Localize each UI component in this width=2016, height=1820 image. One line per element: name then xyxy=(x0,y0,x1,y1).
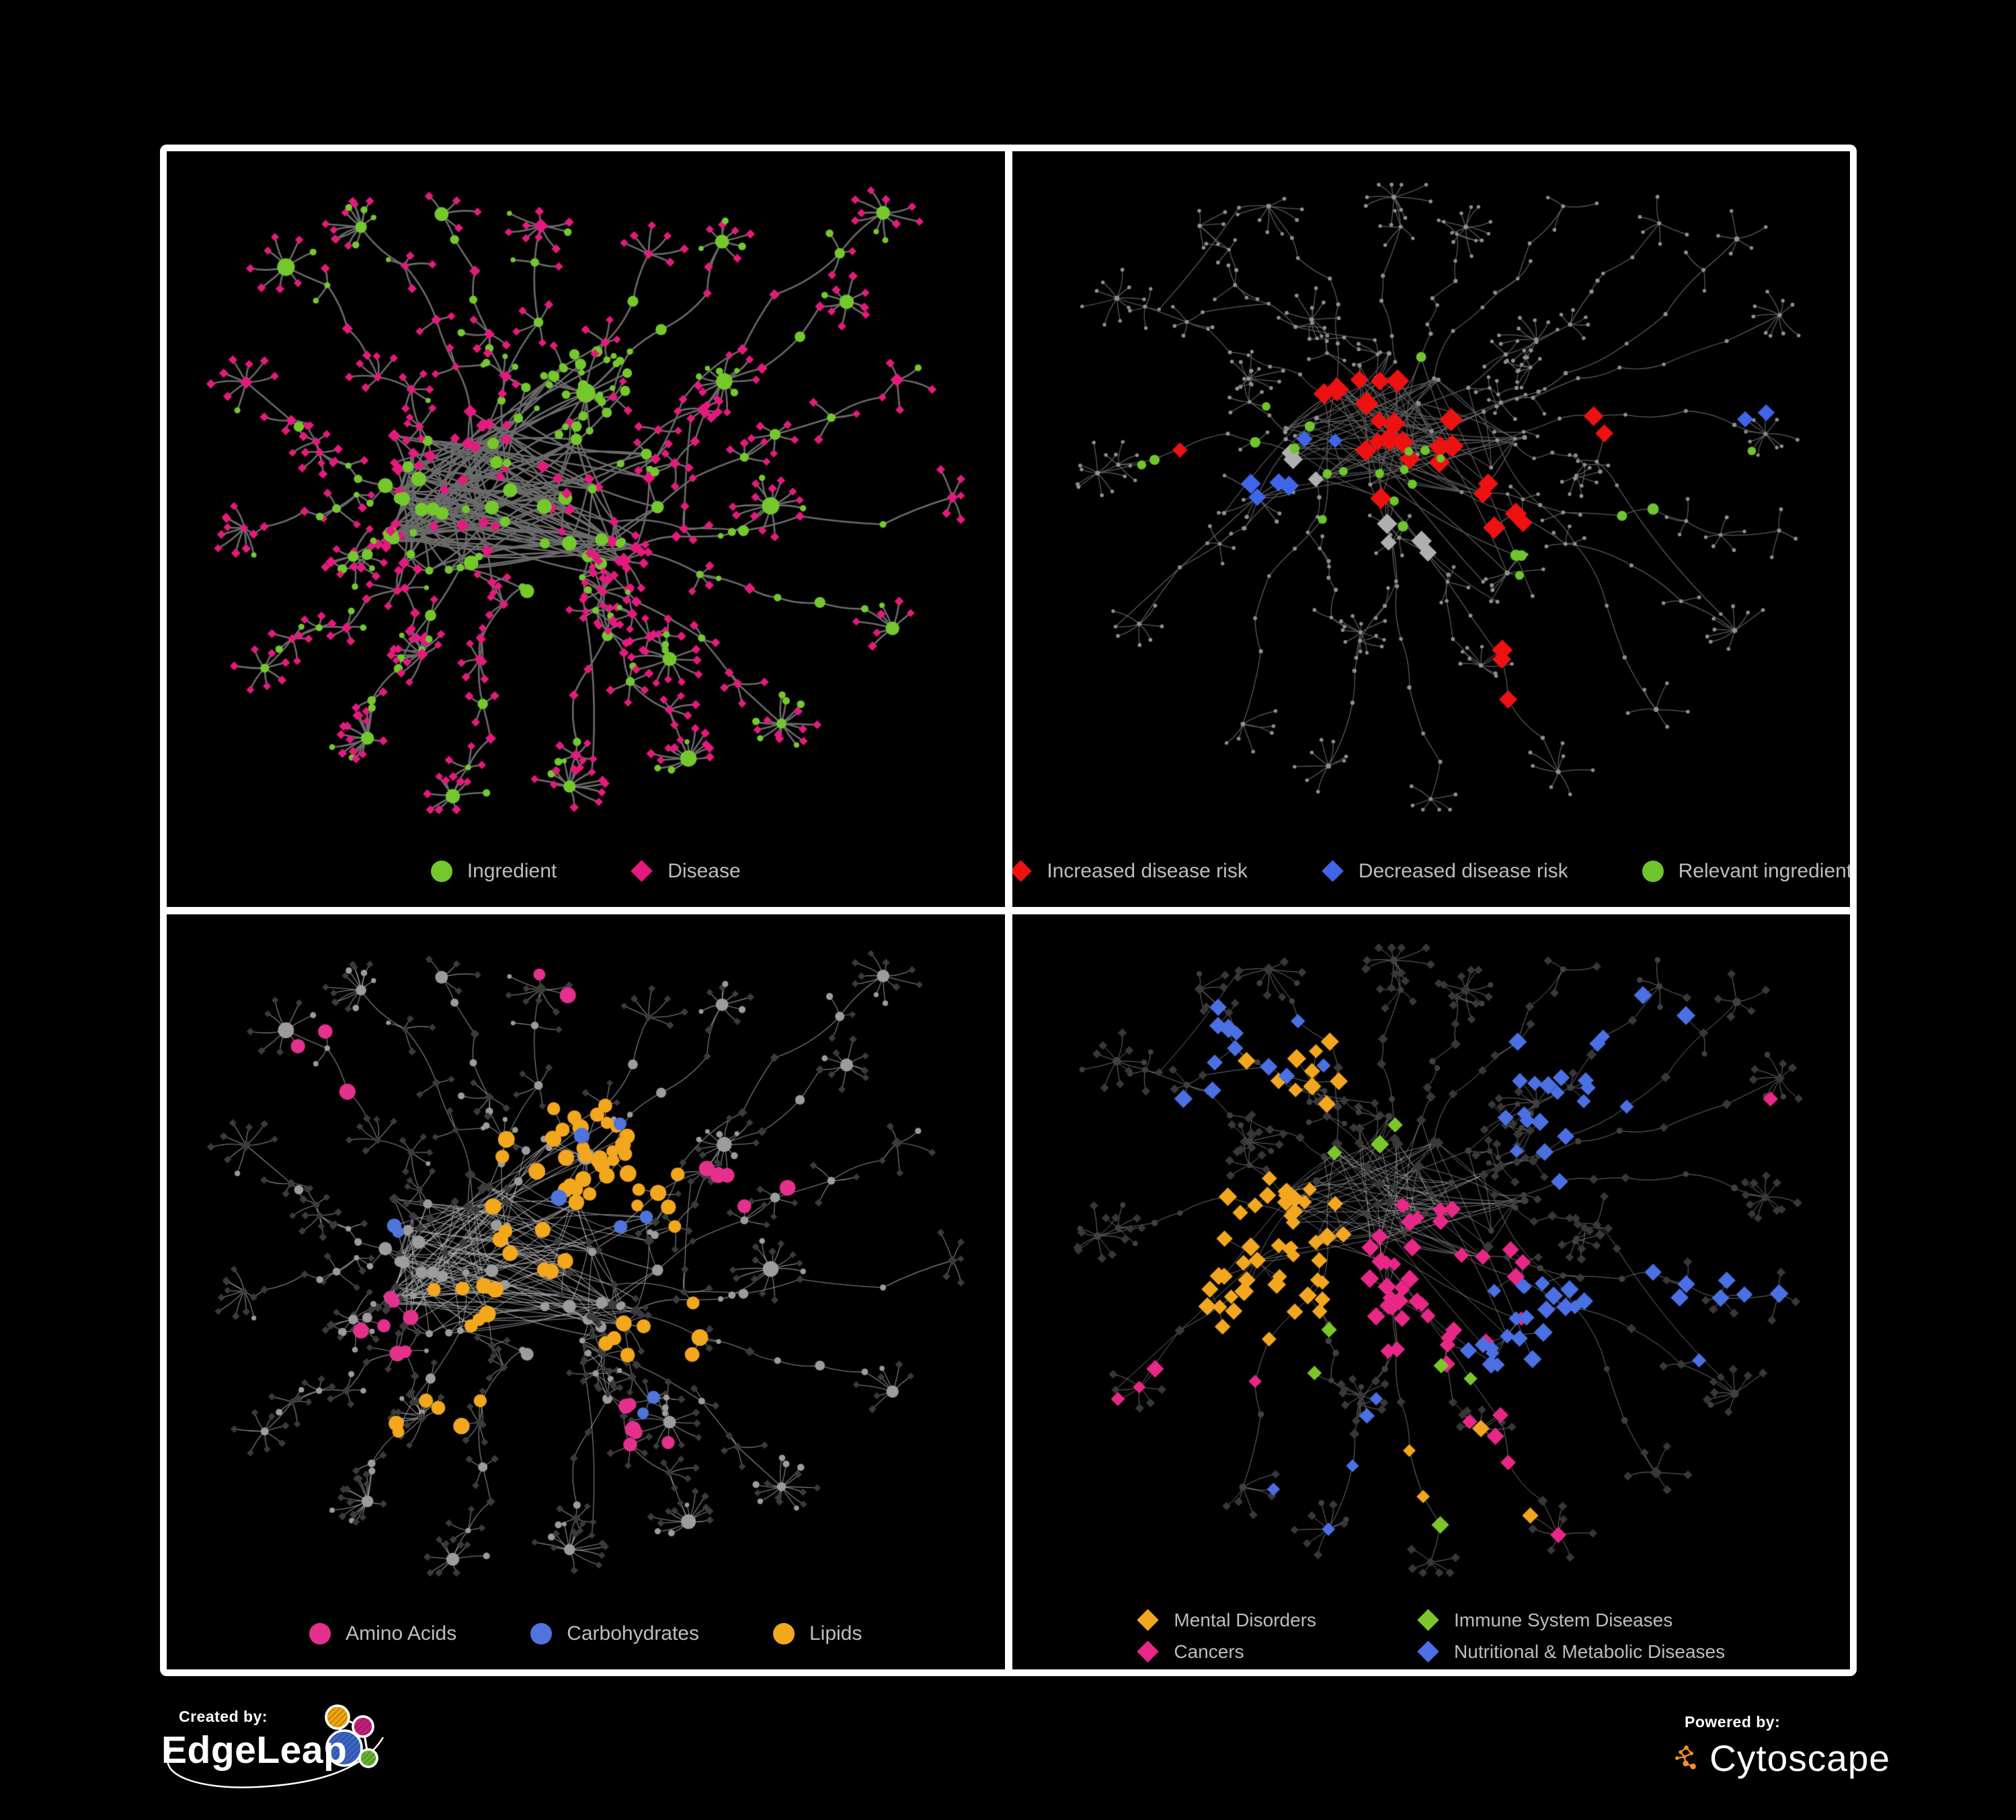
edgeleap-brand-text: EdgeLeap xyxy=(161,1729,348,1772)
diamond-marker xyxy=(1137,1640,1160,1663)
legend-label: Carbohydrates xyxy=(567,1622,699,1645)
legend-item-nutritional-metabolic-diseases: Nutritional & Metabolic Diseases xyxy=(1417,1640,1725,1663)
circle-marker xyxy=(530,1623,553,1645)
edgeleap-logo-graphic xyxy=(167,1704,385,1788)
diamond-marker xyxy=(1012,860,1033,882)
legend-item-ingredient: Ingredient xyxy=(430,859,557,883)
circle-marker xyxy=(772,1623,795,1645)
created-by-label: Created by: xyxy=(179,1708,268,1725)
cytoscape-icon-nodes xyxy=(1675,1745,1696,1770)
panel-macronutrient-network: Amino Acids Carbohydrates Lipids xyxy=(167,914,1005,1669)
legend: Ingredient Disease xyxy=(167,860,1005,883)
legend-item-carbohydrates: Carbohydrates xyxy=(530,1622,699,1645)
legend-item-amino-acids: Amino Acids xyxy=(309,1622,456,1645)
powered-by-label: Powered by: xyxy=(1685,1713,1781,1731)
legend: Mental Disorders Immune System Diseases Ca… xyxy=(1012,1609,1851,1663)
diamond-marker xyxy=(1417,1640,1439,1663)
legend-label: Relevant ingredient xyxy=(1678,859,1850,882)
legend-label: Disease xyxy=(668,859,741,882)
legend-item-disease: Disease xyxy=(631,859,741,883)
legend-item-mental-disorders: Mental Disorders xyxy=(1137,1609,1316,1631)
legend: Amino Acids Carbohydrates Lipids xyxy=(167,1622,1005,1645)
diamond-marker xyxy=(631,860,653,882)
legend-label: Lipids xyxy=(809,1622,862,1645)
legend-label: Increased disease risk xyxy=(1047,859,1248,882)
network-canvas xyxy=(167,914,1005,1669)
legend-item-relevant-ingredient: Relevant ingredient xyxy=(1642,860,1850,883)
edgeleap-logo: Created by: EdgeLeap xyxy=(161,1704,410,1805)
legend-item-cancers: Cancers xyxy=(1137,1640,1316,1663)
panels-grid: Ingredient Disease Increased disease risk… xyxy=(160,145,1857,1676)
network-canvas xyxy=(167,151,1005,907)
edgeleap-network-nodes xyxy=(325,1704,378,1768)
legend-label: Cancers xyxy=(1174,1640,1244,1662)
panel-disease-category-network: Mental Disorders Immune System Diseases Ca… xyxy=(1012,914,1851,1669)
network-canvas xyxy=(1012,914,1850,1669)
cytoscape-logo-icon xyxy=(1675,1745,1696,1770)
legend: Increased disease risk Decreased disease … xyxy=(1012,860,1850,883)
legend-item-increased-disease-risk: Increased disease risk xyxy=(1012,860,1248,883)
legend-item-lipids: Lipids xyxy=(772,1622,862,1645)
legend-label: Nutritional & Metabolic Diseases xyxy=(1454,1640,1726,1662)
cytoscape-brand-text: Cytoscape xyxy=(1709,1737,1890,1779)
legend-label: Decreased disease risk xyxy=(1358,859,1568,882)
edgeleap-swoosh xyxy=(167,1737,385,1788)
diamond-marker xyxy=(1417,1609,1439,1631)
legend-item-immune-system-diseases: Immune System Diseases xyxy=(1417,1609,1725,1631)
legend-label: Ingredient xyxy=(467,859,557,882)
circle-marker xyxy=(430,860,452,882)
legend-label: Mental Disorders xyxy=(1174,1609,1317,1630)
panel-disease-risk-network: Increased disease risk Decreased disease … xyxy=(1012,151,1850,907)
legend-label: Amino Acids xyxy=(346,1622,457,1645)
diamond-marker xyxy=(1322,860,1344,882)
panel-ingredient-disease-network: Ingredient Disease xyxy=(167,151,1005,907)
diamond-marker xyxy=(1137,1609,1160,1631)
network-canvas xyxy=(1012,151,1850,907)
circle-marker xyxy=(1642,860,1664,882)
circle-marker xyxy=(309,1623,331,1645)
legend-item-decreased-disease-risk: Decreased disease risk xyxy=(1322,860,1568,883)
cytoscape-logo: Powered by: xyxy=(1675,1713,1890,1784)
legend-label: Immune System Diseases xyxy=(1454,1609,1673,1630)
